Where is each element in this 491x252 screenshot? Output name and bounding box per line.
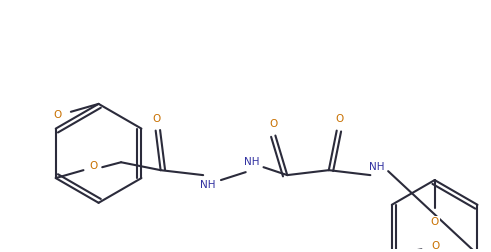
Text: O: O	[335, 114, 344, 124]
Text: O: O	[89, 161, 98, 171]
Text: NH: NH	[369, 162, 384, 172]
Text: O: O	[431, 217, 439, 227]
Text: O: O	[53, 110, 61, 120]
Text: O: O	[269, 119, 277, 129]
Text: NH: NH	[200, 180, 216, 190]
Text: O: O	[431, 241, 439, 251]
Text: NH: NH	[244, 157, 259, 167]
Text: O: O	[153, 114, 161, 124]
